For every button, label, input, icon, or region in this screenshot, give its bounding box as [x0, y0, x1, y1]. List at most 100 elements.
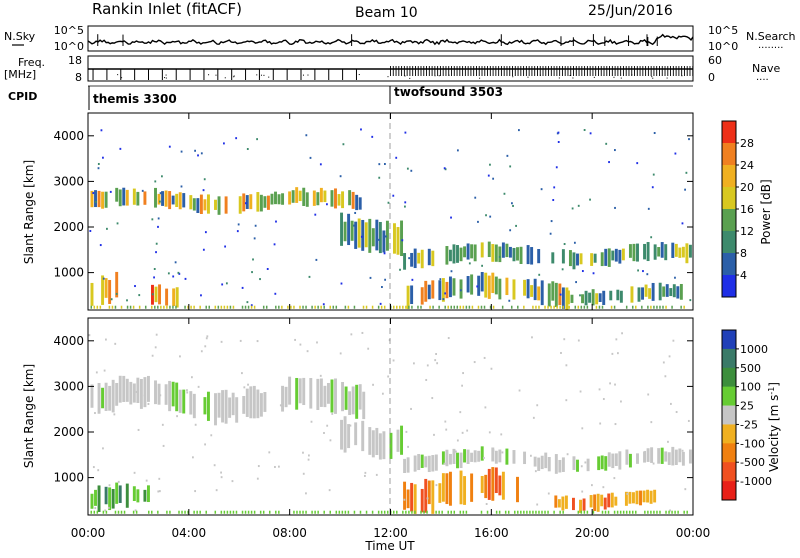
range-cell [685, 171, 688, 174]
range-cell [305, 305, 307, 309]
range-cell [115, 382, 119, 406]
nave-dot [164, 77, 166, 79]
range-cell [241, 510, 244, 514]
range-cell [426, 497, 429, 500]
range-cell [470, 473, 474, 502]
range-cell [296, 510, 298, 514]
range-cell [323, 190, 327, 203]
range-cell [448, 276, 452, 298]
range-cell [445, 449, 449, 467]
range-cell [122, 375, 126, 402]
range-cell [253, 237, 256, 240]
range-cell [274, 465, 276, 468]
range-cell [259, 510, 262, 514]
colorbar-swatch [722, 405, 736, 425]
range-cell [319, 374, 322, 377]
range-cell [586, 510, 589, 514]
range-cell [109, 190, 112, 193]
range-cell [413, 469, 416, 472]
range-cell [600, 455, 604, 470]
range-cell [319, 163, 322, 166]
range-cell [477, 305, 480, 309]
x-tick-label: 08:00 [272, 526, 307, 540]
range-cell [247, 305, 250, 309]
x-tick-label: 16:00 [474, 526, 509, 540]
range-cell [688, 244, 692, 258]
range-cell [571, 207, 574, 210]
range-cell [351, 386, 355, 415]
range-cell [360, 235, 363, 238]
range-cell [238, 196, 242, 214]
range-cell [480, 475, 484, 493]
range-cell [635, 490, 639, 505]
range-cell [580, 510, 583, 514]
range-cell [563, 338, 566, 341]
range-cell [664, 451, 668, 462]
range-cell [317, 305, 319, 309]
range-cell [200, 294, 202, 297]
range-cell [190, 305, 192, 309]
range-cell [431, 250, 435, 267]
range-cell [674, 510, 676, 514]
nave-dot [409, 77, 411, 79]
range-cell [674, 276, 676, 279]
nave-dot [539, 74, 541, 76]
range-cell [270, 193, 274, 205]
range-cell [413, 248, 417, 269]
range-cell [406, 167, 409, 170]
range-cell [368, 218, 372, 253]
range-cell [105, 338, 107, 341]
range-cell [581, 294, 585, 304]
range-cell [554, 282, 558, 307]
range-cell [368, 427, 372, 455]
range-cell [103, 369, 106, 372]
range-cell [516, 476, 519, 503]
range-cell [683, 305, 685, 309]
range-cell [316, 378, 320, 411]
range-cell [184, 510, 186, 514]
range-cell [305, 134, 308, 137]
range-cell [191, 376, 193, 379]
range-cell [354, 211, 357, 214]
range-cell [488, 431, 491, 434]
range-cell [332, 305, 335, 309]
range-cell [341, 510, 344, 514]
noise-right-tick-top: 10^5 [708, 24, 738, 37]
range-cell [204, 345, 207, 348]
range-cell [441, 473, 445, 502]
range-cell [266, 195, 270, 210]
range-cell [175, 305, 177, 309]
range-cell [110, 298, 113, 301]
range-cell [470, 244, 474, 259]
range-cell [293, 305, 295, 309]
range-cell [405, 510, 407, 514]
range-cell [448, 249, 452, 262]
range-cell [299, 343, 302, 346]
range-cell [357, 218, 361, 248]
x-tick-label: 00:00 [71, 526, 106, 540]
colorbar-tick-label: 25 [740, 400, 754, 413]
range-cell [319, 187, 323, 203]
range-cell [228, 397, 232, 418]
range-cell [155, 251, 157, 254]
range-cell [353, 510, 356, 514]
range-cell [389, 432, 393, 459]
range-cell [505, 448, 509, 465]
range-cell [613, 510, 616, 514]
range-cell [93, 510, 96, 514]
range-cell [371, 305, 374, 309]
range-cell [420, 454, 424, 468]
range-cell [410, 169, 413, 172]
range-cell [268, 451, 271, 454]
x-tick-label: 04:00 [172, 526, 207, 540]
range-cell [215, 489, 218, 492]
range-cell [608, 161, 610, 164]
nave-dot [259, 76, 261, 78]
range-cell [88, 334, 91, 337]
range-cell [164, 190, 168, 207]
range-cell [614, 383, 616, 386]
range-cell [224, 245, 227, 248]
range-cell [576, 253, 579, 266]
range-cell [621, 332, 623, 335]
range-cell [302, 187, 306, 206]
